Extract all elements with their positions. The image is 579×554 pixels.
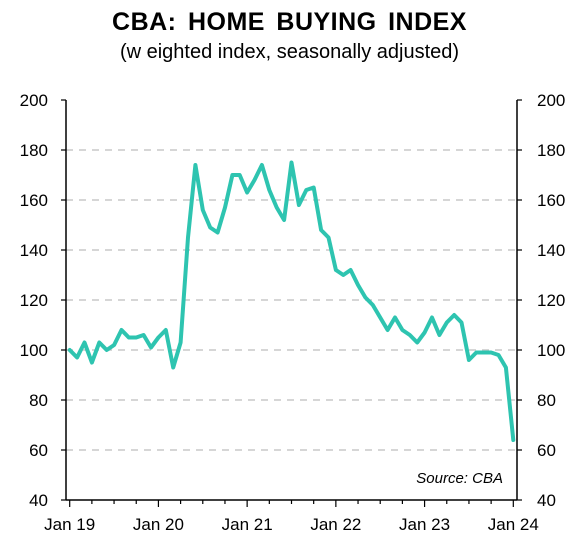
- x-axis-labels: Jan 19 Jan 20 Jan 21 Jan 22 Jan 23 Jan 24: [44, 515, 539, 534]
- x-tick-label: Jan 24: [488, 515, 539, 534]
- source-note: Source: CBA: [416, 470, 503, 487]
- chart-title: CBA: HOME BUYING INDEX: [112, 8, 467, 36]
- y-axis-right-labels: 40 60 80 100 120 140 160 180 200: [537, 91, 565, 510]
- y-tick-label-right: 100: [537, 341, 565, 360]
- y-tick-label-left: 160: [20, 191, 48, 210]
- y-tick-label-left: 180: [20, 141, 48, 160]
- y-tick-label-right: 60: [537, 441, 556, 460]
- y-tick-label-right: 80: [537, 391, 556, 410]
- plot-frame: [61, 99, 522, 507]
- y-tick-label-right: 180: [537, 141, 565, 160]
- y-tick-label-left: 80: [29, 391, 48, 410]
- y-tick-label-left: 200: [20, 91, 48, 110]
- gridlines: [66, 149, 517, 451]
- y-tick-label-left: 140: [20, 241, 48, 260]
- y-tick-label-right: 40: [537, 491, 556, 510]
- x-tick-label: Jan 21: [222, 515, 273, 534]
- x-tick-label: Jan 19: [44, 515, 95, 534]
- x-tick-label: Jan 23: [399, 515, 450, 534]
- series-lines: [67, 160, 516, 442]
- y-tick-label-right: 120: [537, 291, 565, 310]
- y-tick-label-left: 100: [20, 341, 48, 360]
- y-tick-label-right: 140: [537, 241, 565, 260]
- y-axis-left-labels: 40 60 80 100 120 140 160 180 200: [20, 91, 48, 510]
- y-tick-label-right: 160: [537, 191, 565, 210]
- y-tick-label-left: 40: [29, 491, 48, 510]
- x-tick-label: Jan 22: [310, 515, 361, 534]
- x-tick-label: Jan 20: [133, 515, 184, 534]
- y-tick-label-right: 200: [537, 91, 565, 110]
- chart-subtitle: (w eighted index, seasonally adjusted): [119, 41, 460, 63]
- y-tick-label-left: 120: [20, 291, 48, 310]
- series-line: [67, 160, 516, 442]
- y-tick-label-left: 60: [29, 441, 48, 460]
